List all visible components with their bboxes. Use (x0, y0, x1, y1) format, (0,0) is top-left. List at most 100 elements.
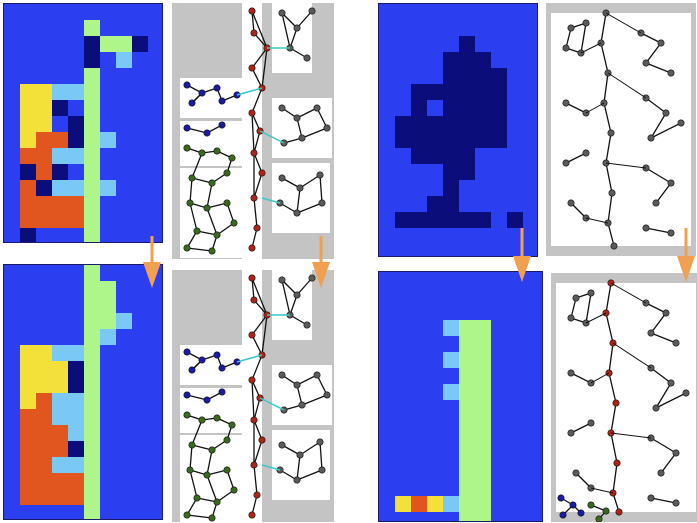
map-node (642, 59, 650, 67)
grid-cell (443, 164, 475, 180)
map-node (186, 466, 194, 474)
map-edge (253, 197, 258, 229)
map-edge (612, 462, 618, 494)
map-edge (607, 222, 615, 247)
grid-cell (52, 164, 68, 180)
map-edge (186, 247, 213, 252)
map-node (662, 109, 670, 117)
map-edge (251, 354, 263, 381)
map-edge (607, 72, 647, 99)
grid-cell (36, 393, 52, 409)
map-edge (580, 22, 587, 54)
grid-cell (52, 180, 84, 196)
map-node (667, 179, 675, 187)
map-edge (610, 432, 652, 439)
map-node (642, 224, 650, 232)
map-node (188, 174, 196, 182)
map-node (230, 486, 238, 494)
map-edge (206, 182, 213, 209)
map-node (313, 371, 321, 379)
map-edge (296, 277, 313, 296)
map-edge (206, 207, 218, 236)
map-node (218, 388, 226, 396)
map-node (587, 419, 595, 427)
map-edge (251, 87, 263, 114)
map-edge (603, 102, 612, 134)
map-node (308, 274, 316, 282)
grid-cell (395, 116, 507, 148)
map-edge (645, 227, 672, 234)
arrow-down-icon (677, 228, 695, 282)
map-edge (319, 441, 323, 471)
map-node (278, 9, 286, 17)
map-edge (186, 514, 213, 519)
map-node (672, 339, 680, 347)
map-edge (251, 277, 268, 316)
map-edge (605, 162, 613, 194)
grid-cell (427, 496, 443, 512)
map-node (213, 147, 221, 155)
map-node (248, 64, 256, 72)
map-edge (590, 372, 610, 384)
grid-cell (20, 84, 52, 116)
map-node (652, 199, 660, 207)
map-node (293, 24, 301, 32)
map-node (323, 124, 331, 132)
map-node (313, 104, 321, 112)
map-edge (570, 372, 592, 384)
map-edge (605, 282, 612, 314)
map-node (293, 476, 301, 484)
map-node (595, 515, 603, 522)
map-edge (316, 374, 328, 396)
map-node (208, 247, 216, 255)
map-edge (253, 464, 258, 496)
grid-cell (52, 345, 68, 361)
map-bottom-left (172, 270, 334, 522)
map-node (183, 411, 191, 419)
map-edge (259, 130, 285, 144)
map-edge (585, 312, 607, 324)
map-node (218, 121, 226, 129)
grid-cell (132, 36, 148, 52)
map-node (657, 39, 665, 47)
map-node (186, 199, 194, 207)
grid-cell (20, 473, 84, 505)
map-edge (191, 152, 203, 179)
grid-cell (52, 100, 68, 116)
map-node (567, 314, 575, 322)
map-node (562, 159, 570, 167)
map-node (213, 84, 221, 92)
grid-cell (68, 425, 84, 441)
map-node (607, 129, 615, 137)
map-node (318, 199, 326, 207)
map-edge (640, 32, 662, 44)
map-edge (650, 367, 672, 384)
map-node (316, 171, 324, 179)
map-node (183, 81, 191, 89)
grid-cell (443, 84, 507, 116)
grid-cell (84, 68, 100, 242)
map-edge (251, 10, 255, 34)
map-node (296, 184, 304, 192)
grid-cell (52, 361, 68, 393)
map-node (213, 351, 221, 359)
map-node (183, 391, 191, 399)
grid-cell (443, 352, 459, 368)
map-node (223, 466, 231, 474)
map-edge (645, 302, 667, 314)
grid-cell (84, 329, 100, 519)
map-edge (296, 107, 318, 119)
map-node (248, 244, 256, 252)
map-node (248, 331, 256, 339)
map-edge (296, 469, 323, 481)
map-graph (551, 9, 691, 250)
map-node (672, 449, 680, 457)
map-edge (299, 174, 321, 189)
grid-cell (20, 228, 36, 242)
map-edge (585, 217, 609, 224)
map-node (308, 7, 316, 15)
map-graph (180, 270, 332, 522)
map-node (183, 144, 191, 152)
map-edge (301, 127, 328, 139)
map-edge (191, 419, 203, 446)
